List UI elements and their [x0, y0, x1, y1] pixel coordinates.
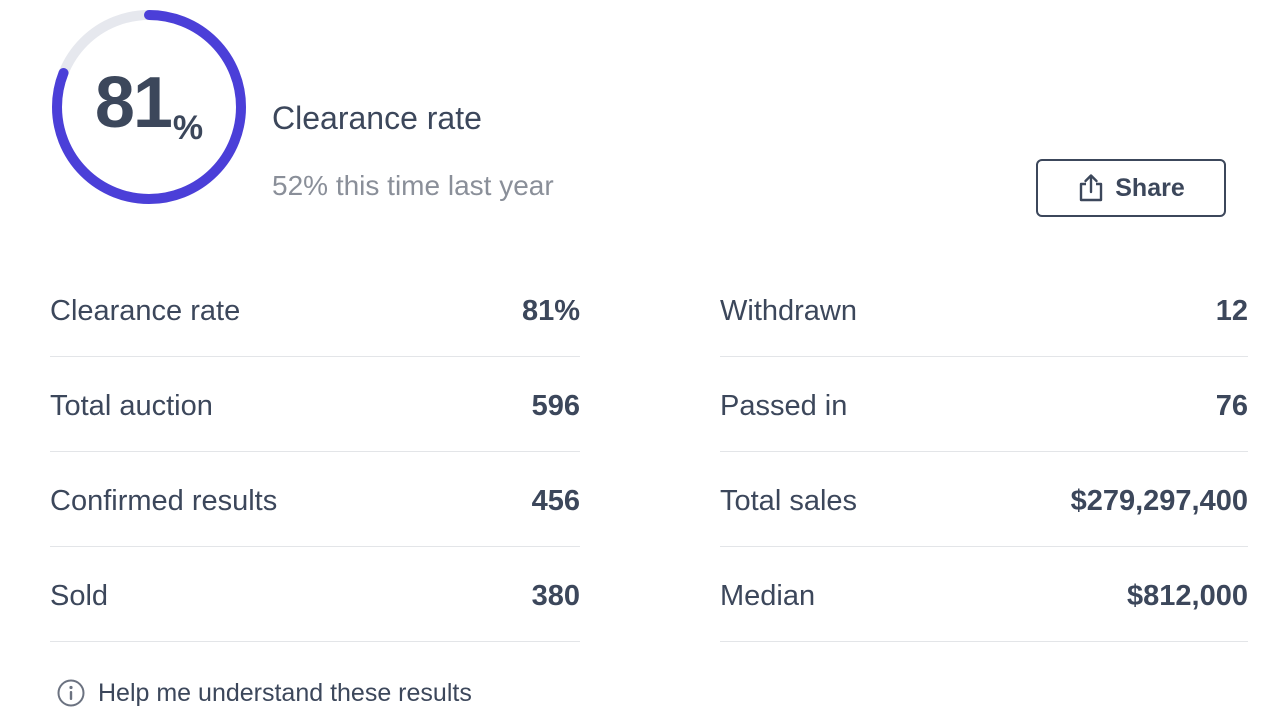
ring-number: 81: [94, 63, 173, 143]
stat-label: Passed in: [720, 389, 848, 422]
stat-row-passed-in: Passed in 76: [720, 357, 1248, 452]
stat-row-total-sales: Total sales $279,297,400: [720, 452, 1248, 547]
clearance-rate-ring: 81 %: [48, 6, 250, 208]
stat-value: 456: [531, 484, 580, 517]
stat-value: $812,000: [1127, 579, 1248, 612]
stat-value: $279,297,400: [1070, 484, 1248, 517]
share-button-label: Share: [1115, 173, 1185, 202]
stats-right-column: Withdrawn 12 Passed in 76 Total sales $2…: [720, 262, 1248, 642]
stat-value: 380: [531, 579, 580, 612]
stat-label: Total auction: [50, 389, 213, 422]
stats-left-column: Clearance rate 81% Total auction 596 Con…: [50, 262, 580, 642]
stat-value: 12: [1215, 294, 1248, 327]
help-link-label: Help me understand these results: [98, 678, 472, 707]
stat-label: Sold: [50, 579, 109, 612]
help-link[interactable]: Help me understand these results: [56, 678, 472, 708]
stat-label: Confirmed results: [50, 484, 278, 517]
ring-value: 81 %: [48, 6, 250, 208]
stat-label: Total sales: [720, 484, 858, 517]
ring-percent-sign: %: [172, 109, 204, 147]
stat-row-withdrawn: Withdrawn 12: [720, 262, 1248, 357]
page-title: Clearance rate: [272, 100, 482, 136]
stat-value: 76: [1215, 389, 1248, 422]
ring-fill: [52, 10, 246, 204]
stat-row-median: Median $812,000: [720, 547, 1248, 642]
stat-label: Clearance rate: [50, 294, 241, 327]
stat-row-confirmed-results: Confirmed results 456: [50, 452, 580, 547]
stat-row-total-auction: Total auction 596: [50, 357, 580, 452]
info-icon: [57, 679, 85, 707]
stat-label: Median: [720, 579, 816, 612]
stat-value: 81%: [521, 294, 580, 327]
stat-row-sold: Sold 380: [50, 547, 580, 642]
stat-label: Withdrawn: [720, 294, 857, 327]
progress-ring-graphic: [52, 10, 246, 204]
share-button[interactable]: Share: [1036, 159, 1226, 217]
stat-value: 596: [531, 389, 580, 422]
comparison-text: 52% this time last year: [272, 170, 554, 201]
stat-row-clearance-rate: Clearance rate 81%: [50, 262, 580, 357]
share-icon: [1080, 174, 1103, 202]
